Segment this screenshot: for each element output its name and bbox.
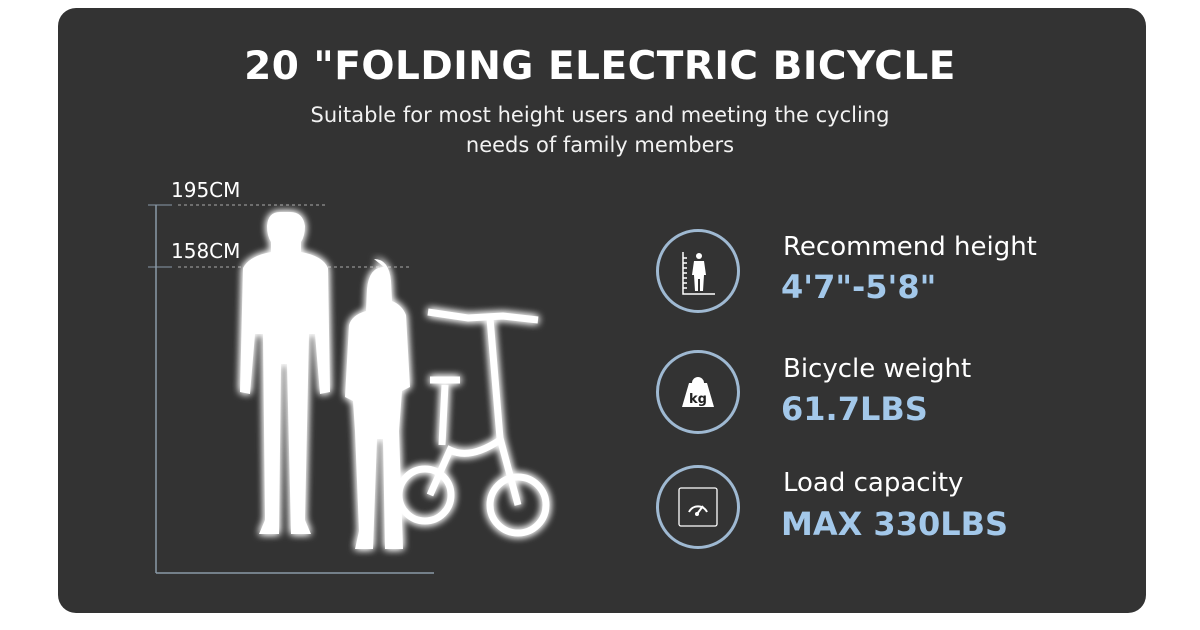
man-silhouette — [240, 212, 330, 534]
label-195cm: 195CM — [171, 178, 241, 202]
label-158cm: 158CM — [171, 239, 241, 263]
svg-text:kg: kg — [689, 392, 707, 407]
kg-weight-icon: kg — [656, 350, 740, 434]
feature-value: MAX 330LBS — [781, 505, 1009, 543]
feature-label: Load capacity — [783, 468, 964, 498]
folding-bike-silhouette — [395, 308, 550, 537]
page-title: 20 "FOLDING ELECTRIC BICYCLE — [244, 44, 956, 89]
feature-value: 4'7"-5'8" — [781, 268, 937, 306]
gauge-icon — [656, 465, 740, 549]
feature-label: Bicycle weight — [783, 354, 972, 384]
subtitle: Suitable for most height users and meeti… — [0, 100, 1200, 160]
height-ruler-person-icon — [656, 229, 740, 313]
subtitle-line-1: Suitable for most height users and meeti… — [310, 103, 890, 127]
woman-silhouette — [345, 259, 410, 549]
feature-label: Recommend height — [783, 232, 1037, 262]
product-card — [58, 8, 1146, 613]
feature-value: 61.7LBS — [781, 390, 928, 428]
subtitle-line-2: needs of family members — [465, 133, 735, 157]
